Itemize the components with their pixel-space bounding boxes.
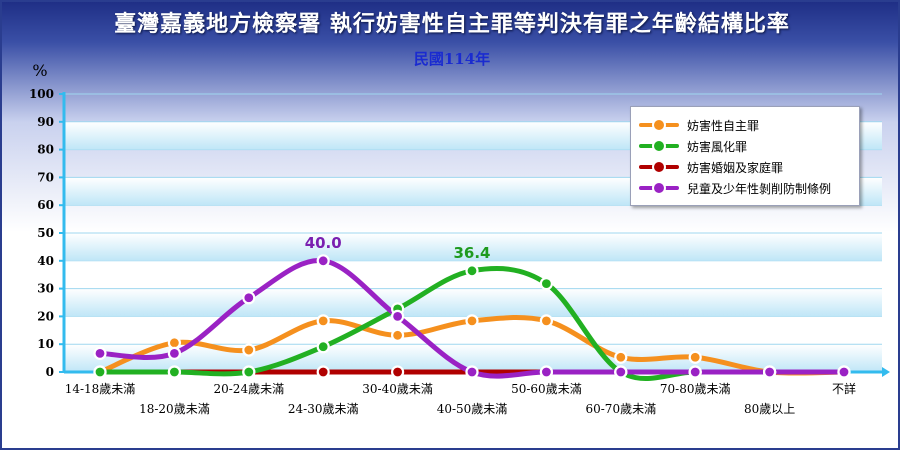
x-tick-label: 40-50歲未滿: [437, 402, 508, 416]
y-tick-label: 100: [29, 87, 54, 101]
data-point: [465, 314, 479, 328]
grid-band: [64, 288, 882, 317]
data-label: 40.0: [305, 234, 342, 252]
chart-subtitle: 民國114年: [413, 50, 491, 68]
legend-item: 妨害性自主罪: [639, 115, 759, 135]
data-point: [316, 314, 330, 328]
grid-band: [64, 233, 882, 261]
y-tick-label: 70: [37, 170, 54, 184]
x-tick-label: 14-18歲未滿: [65, 382, 136, 396]
y-axis-label: %: [32, 61, 47, 80]
legend-label: 兒童及少年性剝削防制條例: [687, 181, 832, 196]
legend-label: 妨害風化罪: [687, 139, 748, 154]
data-point: [688, 365, 702, 379]
y-tick-label: 0: [46, 365, 54, 379]
y-tick-label: 20: [37, 309, 54, 323]
data-point: [316, 365, 330, 379]
data-point: [242, 343, 256, 357]
y-tick-label: 30: [37, 282, 54, 296]
chart-legend: 妨害性自主罪 妨害風化罪妨害婚姻及家庭罪兒童及少年性剝削防制條例: [630, 106, 860, 206]
y-tick-label: 90: [37, 115, 54, 129]
y-tick-label: 80: [37, 143, 54, 157]
legend-marker: [652, 118, 666, 132]
data-point: [391, 309, 405, 323]
legend-swatch: [639, 181, 679, 195]
data-label: 36.4: [453, 244, 490, 262]
legend-item: 兒童及少年性剝削防制條例: [639, 178, 831, 198]
data-point: [93, 365, 107, 379]
x-tick-label: 20-24歲未滿: [213, 382, 284, 396]
y-tick-label: 60: [37, 198, 54, 212]
data-point: [167, 336, 181, 350]
data-point: [242, 291, 256, 305]
data-point: [316, 340, 330, 354]
y-tick-label: 40: [37, 254, 54, 268]
legend-swatch: [639, 160, 679, 174]
x-tick-label: 80歲以上: [744, 402, 795, 416]
data-point: [93, 346, 107, 360]
x-tick-label: 30-40歲未滿: [362, 382, 433, 396]
data-point: [762, 365, 777, 379]
y-tick-label: 50: [37, 226, 54, 240]
chart-title: 臺灣嘉義地方檢察署 執行妨害性自主罪等判決有罪之年齡結構比率: [114, 12, 790, 37]
legend-label: 妨害婚姻及家庭罪: [687, 160, 784, 175]
data-point: [688, 350, 702, 364]
x-tick-label: 18-20歲未滿: [139, 402, 210, 416]
legend-item: 妨害風化罪: [639, 136, 747, 156]
data-point: [539, 276, 554, 291]
data-point: [837, 365, 851, 379]
data-point: [539, 365, 554, 379]
y-tick-label: 10: [37, 337, 54, 351]
legend-marker: [652, 139, 666, 153]
legend-item: 妨害婚姻及家庭罪: [639, 157, 783, 177]
data-point: [465, 264, 479, 278]
x-tick-label: 50-60歲未滿: [511, 382, 582, 396]
legend-swatch: [639, 139, 679, 153]
x-tick-label: 24-30歲未滿: [288, 402, 359, 416]
data-point: [614, 365, 628, 379]
data-point: [539, 314, 554, 328]
series-line-3: [97, 258, 847, 379]
legend-swatch: [639, 118, 679, 132]
data-point: [242, 365, 256, 379]
data-point: [316, 254, 330, 268]
data-point: [167, 365, 181, 379]
x-tick-label: 60-70歲未滿: [585, 402, 656, 416]
legend-marker: [652, 160, 666, 174]
legend-label: 妨害性自主罪: [687, 118, 760, 133]
data-point: [465, 365, 479, 379]
data-point: [391, 328, 405, 342]
legend-marker: [652, 181, 666, 195]
x-tick-label: 70-80歲未滿: [660, 382, 731, 396]
data-point: [614, 350, 628, 364]
x-axis-arrow: [882, 367, 890, 377]
data-point: [167, 346, 181, 360]
x-tick-label: 不詳: [832, 381, 856, 396]
data-point: [391, 365, 405, 379]
